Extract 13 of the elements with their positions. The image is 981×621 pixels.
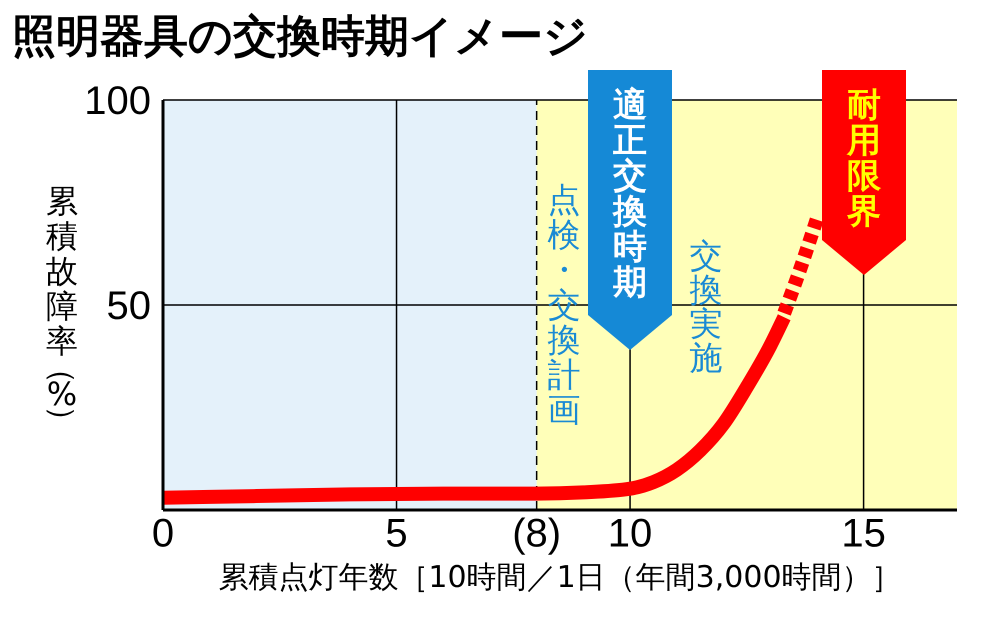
- x-tick-label: 15: [841, 511, 886, 556]
- chart-title: 照明器具の交換時期イメージ: [12, 11, 588, 62]
- x-tick-label: 10: [608, 511, 652, 556]
- y-tick-label: 50: [106, 284, 151, 328]
- x-axis-title: 累積点灯年数［10時間／1日（年間3,000時間）］: [217, 560, 903, 596]
- ref-line-label: (8): [512, 511, 562, 556]
- x-tick-label: 5: [385, 511, 408, 556]
- annotation: 交換実施: [690, 236, 722, 377]
- y-tick-label: 100: [84, 79, 151, 124]
- annotation: 適正交換時期: [612, 84, 647, 302]
- x-tick-label: 0: [152, 511, 174, 556]
- annotation: 耐用限界: [846, 84, 882, 232]
- y-axis-title: 累積故障率（%）: [44, 182, 82, 436]
